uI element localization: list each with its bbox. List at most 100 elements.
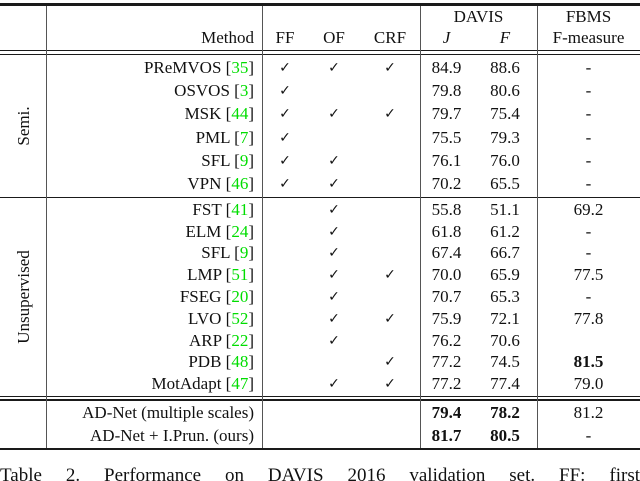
header-fbms: FBMS <box>565 7 612 26</box>
of-check-cell: ✓ <box>328 201 340 218</box>
table-row: ARP [22] ✓ 76.2 70.6 <box>0 330 640 352</box>
davis-f-cell: 65.9 <box>490 265 520 285</box>
table-row: PML [7] ✓ 75.5 79.3 - <box>0 126 640 149</box>
method-cell: AD-Net + I.Prun. (ours) <box>90 425 254 445</box>
davis-j-cell: 70.2 <box>431 174 462 194</box>
davis-f-cell: 88.6 <box>490 57 520 77</box>
davis-f-cell: 76.0 <box>490 150 520 170</box>
table-row: MSK [44] ✓ ✓ ✓ 79.7 75.4 - <box>0 103 640 126</box>
fbms-cell: - <box>585 221 592 241</box>
davis-j-cell: 55.8 <box>431 199 462 219</box>
crf-check-cell: ✓ <box>384 106 396 123</box>
fbms-cell: - <box>585 127 592 147</box>
of-check-cell: ✓ <box>328 106 340 123</box>
rule-vertical-method <box>262 5 263 448</box>
rule-results-double-2 <box>0 399 640 401</box>
table-row: PReMVOS [35] ✓ ✓ ✓ 84.9 88.6 - <box>0 56 640 79</box>
section-unsupervised: FST [41] ✓ 55.8 51.1 69.2 ELM [24] ✓ 61.… <box>0 199 640 395</box>
ff-check-cell: ✓ <box>279 59 291 76</box>
table-row: OSVOS [3] ✓ 79.8 80.6 - <box>0 79 640 102</box>
crf-check-cell: ✓ <box>384 354 396 371</box>
citation-number: 9 <box>239 150 249 170</box>
davis-j-cell: 79.4 <box>431 402 462 422</box>
rule-top <box>0 3 640 6</box>
davis-f-cell: 51.1 <box>490 199 520 219</box>
crf-check-cell: ✓ <box>384 310 396 327</box>
citation-number: 7 <box>239 127 249 147</box>
of-check-cell: ✓ <box>328 176 340 193</box>
citation-number: 41 <box>231 199 249 219</box>
davis-f-cell: 65.3 <box>490 286 520 306</box>
of-check-cell: ✓ <box>328 59 340 76</box>
table-row: PDB [48] ✓ 77.2 74.5 81.5 <box>0 351 640 373</box>
table-row: FST [41] ✓ 55.8 51.1 69.2 <box>0 199 640 221</box>
method-cell: OSVOS [3] <box>174 80 254 100</box>
method-cell: VPN [46] <box>187 174 254 194</box>
fbms-cell: 79.0 <box>573 374 604 394</box>
header-crf: CRF <box>373 28 407 47</box>
table-row: SFL [9] ✓ 67.4 66.7 - <box>0 243 640 265</box>
of-check-cell: ✓ <box>328 152 340 169</box>
davis-j-cell: 79.7 <box>431 104 462 124</box>
method-cell: MotAdapt [47] <box>151 374 254 394</box>
rule-header-double-2 <box>0 53 640 55</box>
citation-number: 51 <box>231 265 249 285</box>
davis-f-cell: 75.4 <box>490 104 520 124</box>
davis-j-cell: 75.5 <box>431 127 462 147</box>
fbms-cell: - <box>585 425 592 445</box>
fbms-cell: 81.5 <box>573 352 604 372</box>
method-cell: PReMVOS [35] <box>143 57 254 77</box>
citation-number: 52 <box>231 308 249 328</box>
of-check-cell: ✓ <box>328 267 340 284</box>
header-method: Method <box>201 28 254 47</box>
davis-f-cell: 77.4 <box>490 374 520 394</box>
method-cell: AD-Net (multiple scales) <box>82 402 254 422</box>
table-row: LVO [52] ✓ ✓ 75.9 72.1 77.8 <box>0 308 640 330</box>
method-cell: ARP [22] <box>188 330 254 350</box>
of-check-cell: ✓ <box>328 310 340 327</box>
method-cell: ELM [24] <box>185 221 254 241</box>
of-check-cell: ✓ <box>328 245 340 262</box>
method-cell: FST [41] <box>192 199 254 219</box>
fbms-cell: - <box>585 104 592 124</box>
davis-j-cell: 76.1 <box>431 150 462 170</box>
davis-j-cell: 67.4 <box>431 243 462 263</box>
header-ff: FF <box>275 28 295 47</box>
crf-check-cell: ✓ <box>384 376 396 393</box>
header-fmeasure: F-measure <box>552 28 625 47</box>
rule-bottom <box>0 447 640 450</box>
table-caption: Table 2. Performance on DAVIS 2016 valid… <box>0 465 640 481</box>
table-row: ELM [24] ✓ 61.8 61.2 - <box>0 221 640 243</box>
section-semi: PReMVOS [35] ✓ ✓ ✓ 84.9 88.6 - OSVOS [3]… <box>0 56 640 196</box>
ff-check-cell: ✓ <box>279 176 291 193</box>
citation-number: 46 <box>231 174 249 194</box>
ff-check-cell: ✓ <box>279 106 291 123</box>
davis-f-cell: 66.7 <box>490 243 520 263</box>
method-cell: LVO [52] <box>188 308 254 328</box>
rule-group-separator <box>0 197 640 199</box>
davis-f-cell: 61.2 <box>490 221 520 241</box>
header-row: Method FF OF CRF J F F-measure <box>0 26 640 50</box>
davis-f-cell: 65.5 <box>490 174 520 194</box>
davis-j-cell: 77.2 <box>431 374 462 394</box>
fbms-cell: - <box>585 80 592 100</box>
davis-j-cell: 81.7 <box>431 425 462 445</box>
of-check-cell: ✓ <box>328 376 340 393</box>
ff-check-cell: ✓ <box>279 82 291 99</box>
rule-results-double-1 <box>0 396 640 398</box>
citation-number: 20 <box>231 286 249 306</box>
table-row: SFL [9] ✓ ✓ 76.1 76.0 - <box>0 149 640 172</box>
davis-j-cell: 79.8 <box>431 80 462 100</box>
fbms-cell: 69.2 <box>573 199 604 219</box>
davis-f-cell: 70.6 <box>490 330 520 350</box>
fbms-cell: - <box>585 174 592 194</box>
of-check-cell: ✓ <box>328 288 340 305</box>
davis-f-cell: 78.2 <box>490 402 520 422</box>
rule-vertical-group <box>46 5 47 448</box>
fbms-cell: 81.2 <box>573 402 604 422</box>
davis-j-cell: 76.2 <box>431 330 462 350</box>
fbms-cell: 77.5 <box>573 265 604 285</box>
davis-f-cell: 74.5 <box>490 352 520 372</box>
fbms-cell: - <box>585 57 592 77</box>
ff-check-cell: ✓ <box>279 129 291 146</box>
